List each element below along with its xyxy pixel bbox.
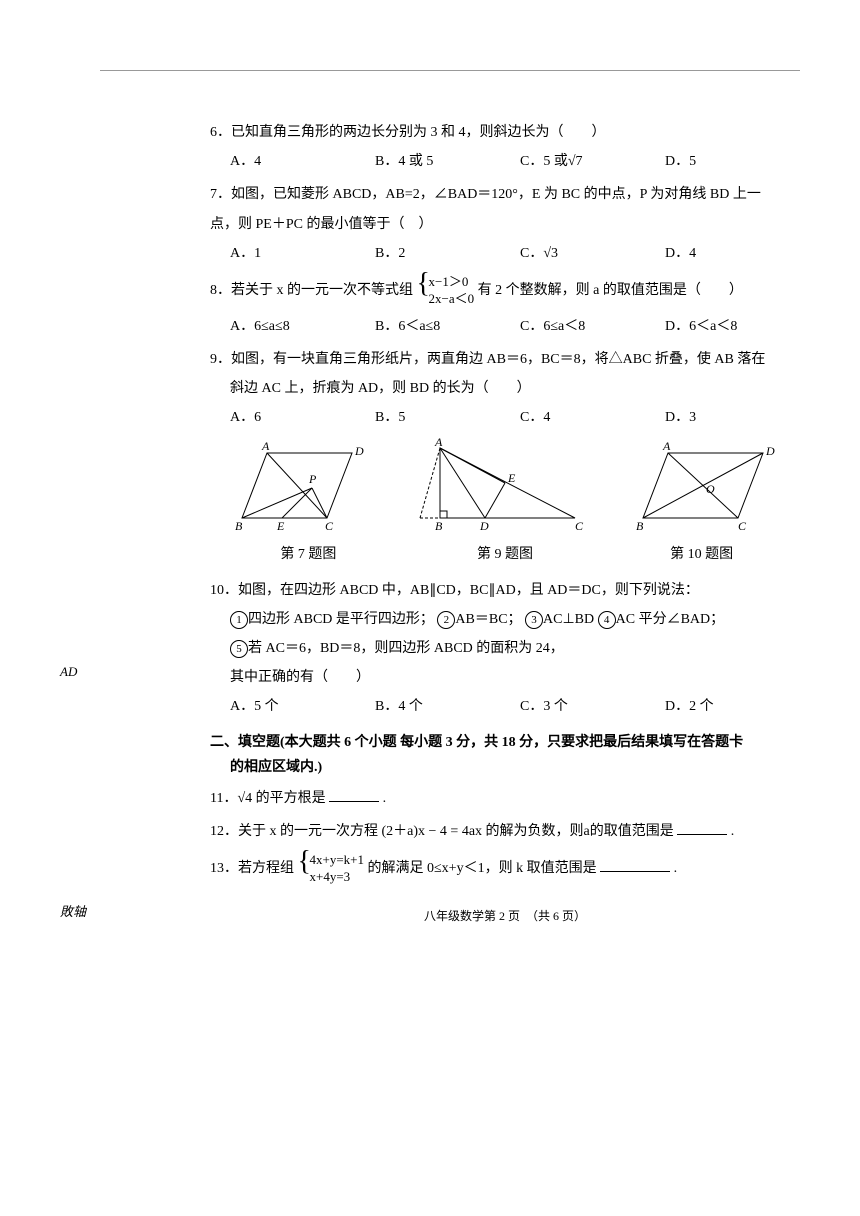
q8-opt-b: B．6＜a≤8	[375, 314, 510, 339]
q11-suffix: .	[383, 791, 387, 806]
circled-1: 1	[230, 611, 248, 629]
q13-pre: 13．若方程组	[210, 861, 294, 876]
q12-text: 12．关于 x 的一元一次方程 (2＋a)x − 4 = 4ax 的解为负数，则…	[210, 824, 674, 839]
exam-page: 6．已知直角三角形的两边长分别为 3 和 4，则斜边长为（ ） A．4 B．4 …	[0, 0, 860, 968]
fig10-label: 第 10 题图	[603, 542, 800, 567]
svg-text:E: E	[507, 471, 516, 485]
svg-text:D: D	[479, 519, 489, 533]
q9-opt-c: C．4	[520, 405, 655, 430]
question-10: 10．如图，在四边形 ABCD 中，AB∥CD，BC∥AD，且 AD＝DC，则下…	[210, 578, 800, 720]
svg-text:C: C	[738, 519, 747, 533]
question-13: 13．若方程组 4x+y=k+1 x+4y=3 的解满足 0≤x+y＜1，则 k…	[210, 852, 800, 886]
q9-text1: 9．如图，有一块直角三角形纸片，两直角边 AB＝6，BC＝8，将△ABC 折叠，…	[210, 347, 800, 372]
section-2-title: 二、填空题(本大题共 6 个小题 每小题 3 分，共 18 分，只要求把最后结果…	[210, 730, 800, 780]
q11-text: 11．√4 的平方根是	[210, 791, 329, 806]
q8-opt-d: D．6＜a＜8	[665, 314, 800, 339]
q10-opt-b: B．4 个	[375, 694, 510, 719]
circled-3: 3	[525, 611, 543, 629]
q9-opt-a: A．6	[230, 405, 365, 430]
q7-opt-c: C．√3	[520, 241, 655, 266]
svg-text:A: A	[662, 439, 671, 453]
q9-text2: 斜边 AC 上，折痕为 AD，则 BD 的长为（ ）	[230, 376, 800, 401]
q10-s4: AC 平分∠BAD；	[616, 612, 725, 627]
q8-post: 有 2 个整数解，则 a 的取值范围是（ ）	[478, 283, 743, 298]
svg-text:D: D	[765, 444, 775, 458]
q13-system: 4x+y=k+1 x+4y=3	[298, 852, 365, 886]
circled-2: 2	[437, 611, 455, 629]
q6-opt-a: A．4	[230, 149, 365, 174]
svg-text:A: A	[261, 439, 270, 453]
fig9-label: 第 9 题图	[407, 542, 604, 567]
q10-s1: 四边形 ABCD 是平行四边形；	[248, 612, 434, 627]
svg-text:A: A	[434, 438, 443, 449]
question-11: 11．√4 的平方根是 .	[210, 786, 800, 811]
q10-text1: 10．如图，在四边形 ABCD 中，AB∥CD，BC∥AD，且 AD＝DC，则下…	[210, 578, 800, 603]
q6-opt-d: D．5	[665, 149, 800, 174]
q7-text2: 点，则 PE＋PC 的最小值等于（ ）	[210, 212, 800, 237]
q10-text4: 其中正确的有（ ）	[230, 665, 800, 690]
svg-text:C: C	[575, 519, 584, 533]
q6-opt-c: C．5 或√7	[520, 149, 655, 174]
svg-text:P: P	[308, 472, 317, 486]
q6-opt-b: B．4 或 5	[375, 149, 510, 174]
figure-labels-row: 第 7 题图 第 9 题图 第 10 题图	[210, 542, 800, 567]
q12-suffix: .	[731, 824, 735, 839]
q13-blank	[600, 857, 670, 872]
q11-blank	[329, 787, 379, 802]
q9-opt-d: D．3	[665, 405, 800, 430]
svg-text:B: B	[636, 519, 644, 533]
q7-opt-b: B．2	[375, 241, 510, 266]
section-2-line1: 二、填空题(本大题共 6 个小题 每小题 3 分，共 18 分，只要求把最后结果…	[210, 730, 800, 755]
fig7-label: 第 7 题图	[210, 542, 407, 567]
figure-7: A D C B E P	[227, 438, 377, 538]
section-2-line2: 的相应区域内.)	[230, 755, 800, 780]
figure-9: A B C D E	[410, 438, 590, 538]
svg-text:B: B	[435, 519, 443, 533]
question-9: 9．如图，有一块直角三角形纸片，两直角边 AB＝6，BC＝8，将△ABC 折叠，…	[210, 347, 800, 431]
q10-text3: 5若 AC＝6，BD＝8，则四边形 ABCD 的面积为 24，	[230, 636, 800, 661]
question-6: 6．已知直角三角形的两边长分别为 3 和 4，则斜边长为（ ） A．4 B．4 …	[210, 120, 800, 174]
q9-opt-b: B．5	[375, 405, 510, 430]
q10-s5: 若 AC＝6，BD＝8，则四边形 ABCD 的面积为 24，	[248, 641, 564, 656]
q8-system: x−1＞0 2x−a＜0	[417, 274, 475, 308]
question-8: 8．若关于 x 的一元一次不等式组 x−1＞0 2x−a＜0 有 2 个整数解，…	[210, 274, 800, 339]
q7-opt-d: D．4	[665, 241, 800, 266]
q8-text: 8．若关于 x 的一元一次不等式组 x−1＞0 2x−a＜0 有 2 个整数解，…	[210, 274, 800, 308]
q8-sys1: x−1＞0	[429, 274, 475, 291]
q8-pre: 8．若关于 x 的一元一次不等式组	[210, 283, 413, 298]
q10-text2: 1四边形 ABCD 是平行四边形； 2AB＝BC； 3AC⊥BD 4AC 平分∠…	[230, 607, 800, 632]
figures-row: A D C B E P A B C D E A D	[210, 438, 800, 538]
q13-suffix: .	[674, 861, 678, 876]
q8-sys2: 2x−a＜0	[429, 291, 475, 308]
q10-s3: AC⊥BD	[543, 612, 594, 627]
question-12: 12．关于 x 的一元一次方程 (2＋a)x − 4 = 4ax 的解为负数，则…	[210, 819, 800, 844]
q10-s2: AB＝BC；	[455, 612, 521, 627]
q13-sys2: x+4y=3	[310, 869, 365, 886]
q8-opt-a: A．6≤a≤8	[230, 314, 365, 339]
figure-10: A D C B O	[623, 438, 783, 538]
q13-post: 的解满足 0≤x+y＜1，则 k 取值范围是	[368, 861, 597, 876]
q7-text1: 7．如图，已知菱形 ABCD，AB=2，∠BAD＝120°，E 为 BC 的中点…	[210, 182, 800, 207]
circled-4: 4	[598, 611, 616, 629]
svg-text:C: C	[325, 519, 334, 533]
q8-opt-c: C．6≤a＜8	[520, 314, 655, 339]
svg-text:E: E	[276, 519, 285, 533]
circled-5: 5	[230, 640, 248, 658]
q12-blank	[677, 820, 727, 835]
svg-text:O: O	[706, 482, 715, 496]
q10-opt-c: C．3 个	[520, 694, 655, 719]
q6-text: 6．已知直角三角形的两边长分别为 3 和 4，则斜边长为（ ）	[210, 120, 800, 145]
q10-opt-d: D．2 个	[665, 694, 800, 719]
page-footer: 八年级数学第 2 页 （共 6 页）	[210, 906, 800, 928]
q10-opt-a: A．5 个	[230, 694, 365, 719]
q7-opt-a: A．1	[230, 241, 365, 266]
svg-text:D: D	[354, 444, 364, 458]
question-7: 7．如图，已知菱形 ABCD，AB=2，∠BAD＝120°，E 为 BC 的中点…	[210, 182, 800, 266]
q13-sys1: 4x+y=k+1	[310, 852, 365, 869]
svg-text:B: B	[235, 519, 243, 533]
